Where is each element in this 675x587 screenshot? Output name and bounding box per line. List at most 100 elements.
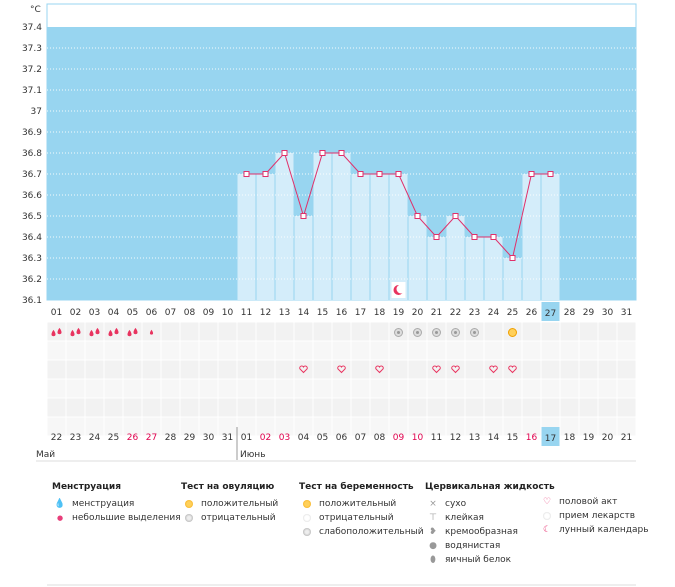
table-cell <box>446 341 465 360</box>
drop-icon <box>108 329 113 337</box>
table-cell <box>427 341 446 360</box>
sticky-icon: ⊤ <box>429 513 437 523</box>
table-cell <box>408 341 427 360</box>
cycle-day-label: 05 <box>127 308 138 318</box>
negative-pregnancy-icon <box>299 511 315 525</box>
calendar-day-label: 09 <box>393 433 405 443</box>
cycle-day-label: 29 <box>583 308 595 318</box>
legend-item: положительный <box>201 499 279 509</box>
negative-test-icon-core <box>397 331 400 334</box>
table-cell <box>351 341 370 360</box>
calendar-day-label: 23 <box>70 433 81 443</box>
heart-icon <box>337 365 346 374</box>
month-label: Май <box>36 450 55 460</box>
table-cell <box>161 322 180 341</box>
table-cell <box>351 379 370 398</box>
drops-icon: 💧 <box>54 499 66 509</box>
table-cell <box>541 398 560 417</box>
legend-item: клейкая <box>445 513 484 523</box>
table-cell <box>427 360 446 379</box>
legend-title: Тест на беременность <box>299 482 414 492</box>
calendar-day-label: 19 <box>583 433 595 443</box>
table-cell <box>123 341 142 360</box>
legend-item: лунный календарь <box>559 525 649 535</box>
temperature-point[interactable] <box>262 171 269 177</box>
heart-icon <box>299 365 308 374</box>
table-cell <box>218 341 237 360</box>
table-cell <box>484 322 503 341</box>
temperature-point[interactable] <box>357 171 364 177</box>
temperature-bar <box>465 237 484 300</box>
table-cell <box>237 417 256 436</box>
calendar-day-label: 17 <box>545 434 556 444</box>
temperature-point[interactable] <box>319 150 326 156</box>
temperature-point[interactable] <box>433 234 440 240</box>
table-cell <box>256 417 275 436</box>
table-cell <box>560 379 579 398</box>
table-cell <box>408 360 427 379</box>
table-cell <box>47 379 66 398</box>
table-cell <box>275 398 294 417</box>
temperature-point[interactable] <box>243 171 250 177</box>
table-cell <box>389 379 408 398</box>
temperature-point[interactable] <box>471 234 478 240</box>
legend-title: Менструация <box>52 482 121 492</box>
table-cell <box>332 341 351 360</box>
cycle-day-label: 09 <box>203 308 215 318</box>
y-tick-label: 37.3 <box>22 44 42 54</box>
table-cell <box>503 417 522 436</box>
legend-item: положительный <box>319 499 397 509</box>
table-cell <box>446 398 465 417</box>
temperature-point[interactable] <box>300 213 307 219</box>
table-cell <box>389 360 408 379</box>
temperature-point[interactable] <box>281 150 288 156</box>
cycle-day-label: 19 <box>393 308 405 318</box>
table-cell <box>484 360 503 379</box>
legend-item: прием лекарств <box>559 511 636 521</box>
table-cell <box>218 398 237 417</box>
table-cell <box>579 379 598 398</box>
temperature-point[interactable] <box>452 213 459 219</box>
table-cell <box>294 398 313 417</box>
temperature-point[interactable] <box>528 171 535 177</box>
table-cell <box>237 398 256 417</box>
table-cell <box>294 341 313 360</box>
table-cell <box>446 379 465 398</box>
cycle-day-label: 30 <box>602 308 614 318</box>
temperature-point[interactable] <box>395 171 402 177</box>
temperature-point[interactable] <box>376 171 383 177</box>
pill-icon <box>539 509 555 523</box>
table-cell <box>370 417 389 436</box>
table-cell <box>503 341 522 360</box>
cycle-day-label: 20 <box>412 308 424 318</box>
temperature-bar <box>408 216 427 300</box>
temperature-point[interactable] <box>490 234 497 240</box>
table-cell <box>218 417 237 436</box>
table-cell <box>465 360 484 379</box>
temperature-point[interactable] <box>509 255 516 261</box>
table-cell <box>560 398 579 417</box>
negative-test-icon-core <box>416 331 419 334</box>
y-tick-label: 37 <box>31 107 42 117</box>
legend-item: отрицательный <box>319 513 394 523</box>
calendar-day-label: 11 <box>431 433 442 443</box>
table-cell <box>389 341 408 360</box>
table-cell <box>47 341 66 360</box>
table-cell <box>161 417 180 436</box>
temperature-point[interactable] <box>547 171 554 177</box>
table-cell <box>161 360 180 379</box>
table-cell <box>465 379 484 398</box>
temperature-bar <box>294 216 313 300</box>
cycle-day-label: 22 <box>450 308 461 318</box>
cycle-day-label: 18 <box>374 308 386 318</box>
calendar-day-label: 25 <box>108 433 119 443</box>
cycle-day-label: 12 <box>260 308 271 318</box>
legend-cervical: Цервикальная жидкость × сухо ⊤ клейкая ❥ кр… <box>425 482 555 567</box>
table-cell <box>161 341 180 360</box>
temperature-bar <box>484 237 503 300</box>
temperature-point[interactable] <box>414 213 421 219</box>
calendar-day-label: 27 <box>146 433 157 443</box>
calendar-day-label: 02 <box>260 433 271 443</box>
temperature-point[interactable] <box>338 150 345 156</box>
